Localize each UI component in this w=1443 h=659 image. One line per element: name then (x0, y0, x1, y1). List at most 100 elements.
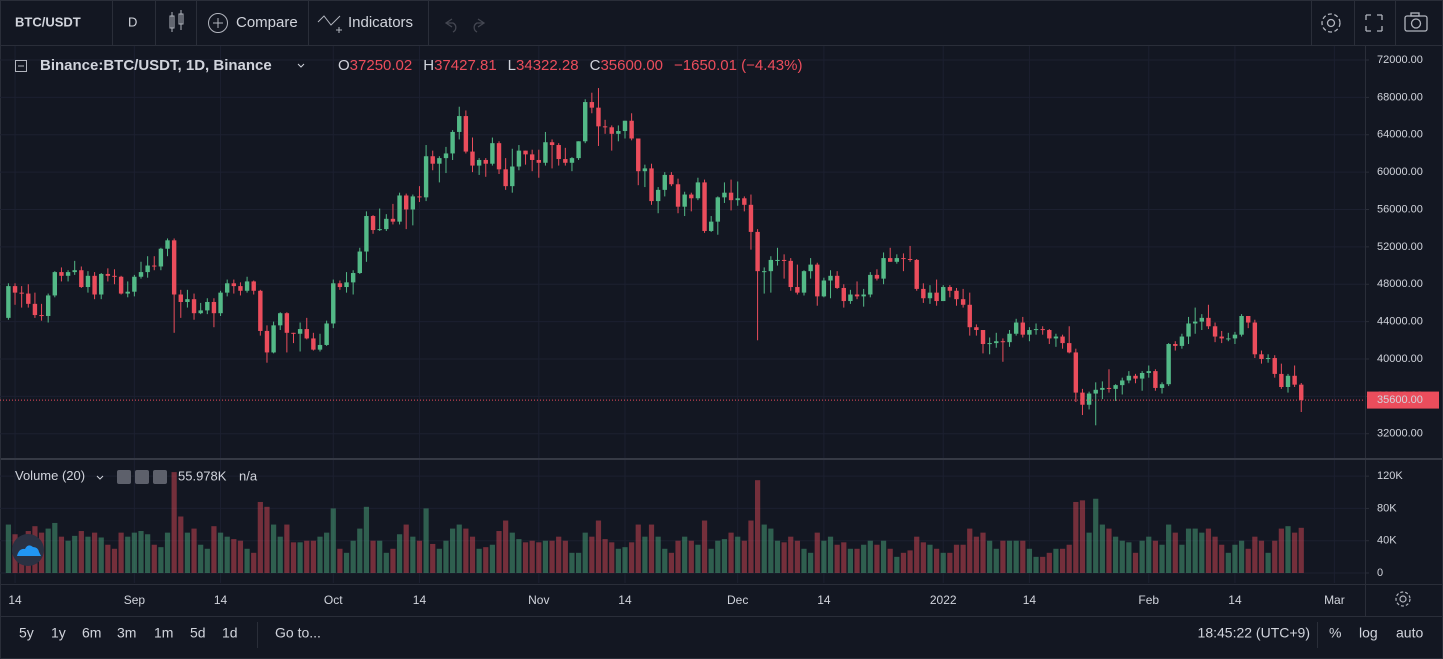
volume-bar (794, 540, 800, 573)
x-tick-label: 2022 (930, 593, 957, 607)
clock: 18:45:22 (UTC+9) (1198, 625, 1310, 641)
goto-button[interactable]: Go to... (275, 625, 321, 641)
candle-body (171, 240, 177, 295)
volume-bar (290, 542, 297, 573)
fullscreen-icon[interactable] (1365, 14, 1383, 32)
candle-body (132, 276, 137, 292)
volume-bar (874, 544, 880, 573)
indicators-button[interactable]: Indicators (348, 14, 413, 31)
chevron[interactable] (297, 63, 305, 68)
chart-type-icon[interactable] (169, 10, 184, 32)
range-button[interactable]: 1y (51, 625, 66, 641)
volume-bar (118, 532, 124, 573)
percent-button[interactable]: % (1329, 625, 1341, 641)
candle-body (1159, 384, 1165, 388)
volume-bar (920, 542, 926, 573)
range-button[interactable]: 1m (154, 625, 173, 641)
volume-bar (1020, 540, 1026, 573)
volume-bar (629, 542, 635, 573)
interval[interactable]: D (128, 14, 137, 29)
volume-bar (1172, 532, 1178, 573)
volume-bar (1152, 540, 1158, 573)
study-buttons[interactable] (117, 470, 167, 484)
y-tick-label: 68000.00 (1377, 91, 1423, 103)
y-tick-label: 60000.00 (1377, 166, 1423, 178)
volume-bar (1212, 536, 1218, 573)
range-button[interactable]: 5d (190, 625, 206, 641)
volume-bar (1166, 524, 1172, 573)
candle-body (583, 102, 588, 142)
volume-bar (847, 548, 854, 573)
snapshot-icon[interactable] (1404, 12, 1428, 32)
volume-bar (237, 540, 244, 573)
candle-body (331, 283, 336, 324)
candle-body (974, 327, 979, 331)
volume-bar (145, 534, 151, 573)
volume-bar (509, 532, 515, 573)
volume-bar (390, 548, 396, 573)
candle-body (602, 126, 608, 128)
volume-bar (370, 540, 376, 573)
candle-body (556, 145, 561, 160)
volume-bar (827, 536, 834, 573)
symbol[interactable]: BTC/USDT (15, 14, 81, 29)
volume-bar (940, 552, 946, 573)
volume-bar (65, 540, 71, 573)
undo-redo[interactable] (444, 18, 486, 33)
candle-body (781, 259, 787, 261)
range-button[interactable]: 5y (19, 625, 34, 641)
candle-body (1033, 329, 1039, 331)
volume-bar (695, 544, 701, 573)
candle-body (158, 248, 164, 267)
range-button[interactable]: 6m (82, 625, 101, 641)
candle-body (854, 294, 860, 297)
collapse-icon[interactable] (15, 60, 27, 72)
auto-button[interactable]: auto (1396, 625, 1423, 641)
volume-bar (728, 532, 734, 573)
candle-body (496, 143, 502, 170)
volume-bar (1073, 501, 1079, 573)
volume-bar (575, 552, 582, 573)
log-button[interactable]: log (1359, 625, 1378, 641)
candle-body (921, 288, 926, 299)
compare-button[interactable]: Compare (236, 14, 298, 31)
volume-bar (781, 542, 787, 573)
range-button[interactable]: 3m (117, 625, 136, 641)
volume-bar (1033, 556, 1039, 573)
y-tick-label: 48000.00 (1377, 278, 1423, 290)
settings-icon[interactable] (1321, 13, 1341, 33)
candle-body (735, 198, 740, 201)
volume-bar (934, 548, 940, 573)
volume-bar (58, 536, 65, 573)
volume-bar (231, 539, 237, 573)
volume-bar (52, 522, 58, 573)
volume-bar (463, 528, 469, 573)
candle-body (72, 270, 77, 273)
volume-bar (1013, 540, 1019, 573)
volume-bar (297, 542, 303, 573)
volume-bar (542, 540, 549, 573)
indicators-icon[interactable] (317, 15, 342, 33)
volume-bar (377, 540, 383, 573)
volume-bar (204, 548, 210, 573)
volume-bar (383, 552, 389, 573)
candle-body (218, 292, 223, 314)
range-button[interactable]: 1d (222, 625, 238, 641)
axis-settings[interactable] (1395, 591, 1411, 607)
compare-icon[interactable] (208, 13, 228, 33)
y-tick-label: 52000.00 (1377, 241, 1423, 253)
volume-bar (993, 548, 999, 573)
chevron[interactable] (96, 475, 104, 480)
volume-bar (834, 544, 840, 573)
candle-body (1179, 336, 1185, 346)
ohlc-key: O (338, 57, 350, 74)
candle-body (1067, 343, 1072, 353)
candle-body (695, 182, 701, 199)
volume-bar (171, 472, 177, 573)
volume-bar (1139, 540, 1145, 573)
volume-bar (821, 540, 827, 573)
candle-body (1192, 321, 1198, 324)
volume-bar (151, 544, 157, 573)
volume-bar (111, 548, 118, 573)
